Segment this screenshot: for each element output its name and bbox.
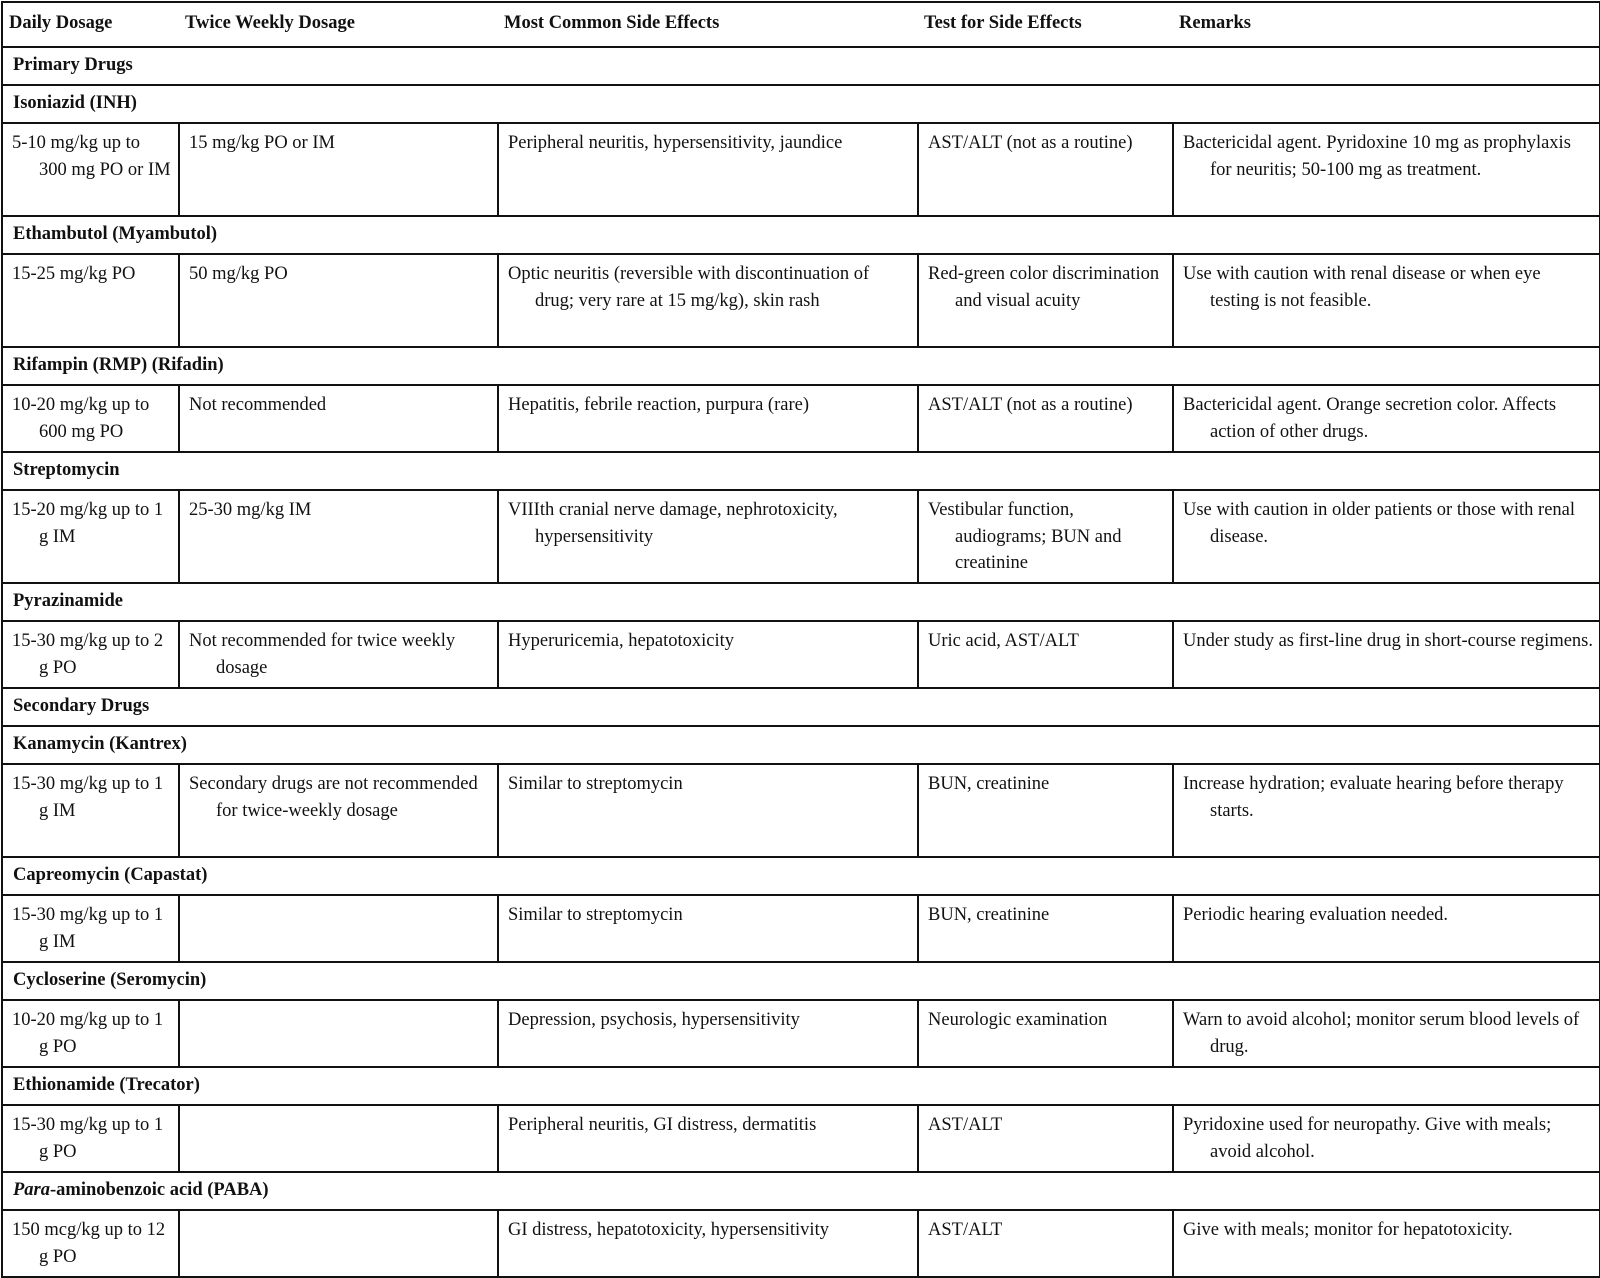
cell-side-effects: Similar to streptomycin [497,763,919,858]
cell-daily-dosage: 5-10 mg/kg up to 300 mg PO or IM [1,122,180,217]
table-row: 15-20 mg/kg up to 1 g IM 25-30 mg/kg IM VI… [1,489,1600,584]
drug-name: Para-aminobenzoic acid (PABA) [1,1171,1600,1211]
table-row: 15-30 mg/kg up to 2 g PO Not recommended … [1,620,1600,689]
cell-twice-weekly-dosage: 50 mg/kg PO [178,253,499,348]
table-row: 5-10 mg/kg up to 300 mg PO or IM 15 mg/kg… [1,122,1600,217]
cell-side-effects: Depression, psychosis, hypersensitivity [497,999,919,1068]
cell-daily-dosage: 15-20 mg/kg up to 1 g IM [1,489,180,584]
cell-twice-weekly-dosage: Not recommended [178,384,499,453]
drug-name-row: Kanamycin (Kantrex) [1,725,1600,765]
section-row: Secondary Drugs [1,687,1600,727]
cell-daily-dosage: 15-30 mg/kg up to 1 g IM [1,894,180,963]
drug-name: Kanamycin (Kantrex) [1,725,1600,765]
cell-daily-dosage: 15-30 mg/kg up to 2 g PO [1,620,180,689]
table-row: 15-30 mg/kg up to 1 g PO Peripheral neuri… [1,1104,1600,1173]
header-twice-weekly-dosage: Twice Weekly Dosage [179,1,498,48]
drug-name-italic: Para [13,1180,50,1200]
cell-test: AST/ALT (not as a routine) [917,122,1174,217]
cell-test: Uric acid, AST/ALT [917,620,1174,689]
cell-twice-weekly-dosage: 15 mg/kg PO or IM [178,122,499,217]
table-row: 15-30 mg/kg up to 1 g IM Similar to strep… [1,894,1600,963]
drug-name: Isoniazid (INH) [1,84,1600,124]
drug-name-row: Isoniazid (INH) [1,84,1600,124]
cell-side-effects: Peripheral neuritis, GI distress, dermat… [497,1104,919,1173]
drug-name: Streptomycin [1,451,1600,491]
cell-twice-weekly-dosage: Not recommended for twice weekly dosage [178,620,499,689]
cell-remarks: Under study as first-line drug in short-… [1172,620,1600,689]
table-row: 10-20 mg/kg up to 600 mg PO Not recommend… [1,384,1600,453]
header-remarks: Remarks [1173,1,1600,48]
cell-daily-dosage: 10-20 mg/kg up to 600 mg PO [1,384,180,453]
cell-daily-dosage: 10-20 mg/kg up to 1 g PO [1,999,180,1068]
cell-twice-weekly-dosage: Secondary drugs are not recommended for … [178,763,499,858]
cell-daily-dosage: 15-25 mg/kg PO [1,253,180,348]
drug-name: Ethionamide (Trecator) [1,1066,1600,1106]
cell-remarks: Give with meals; monitor for hepatotoxic… [1172,1209,1600,1278]
cell-test: Vestibular function, audiograms; BUN and… [917,489,1174,584]
drug-name-row: Rifampin (RMP) (Rifadin) [1,346,1600,386]
cell-test: Neurologic examination [917,999,1174,1068]
drug-name: Rifampin (RMP) (Rifadin) [1,346,1600,386]
header-side-effects: Most Common Side Effects [498,1,918,48]
cell-remarks: Periodic hearing evaluation needed. [1172,894,1600,963]
table-row: 15-30 mg/kg up to 1 g IM Secondary drugs … [1,763,1600,858]
cell-remarks: Pyridoxine used for neuropathy. Give wit… [1172,1104,1600,1173]
table-row: 10-20 mg/kg up to 1 g PO Depression, psyc… [1,999,1600,1068]
cell-test: Red-green color discrimination and visua… [917,253,1174,348]
cell-side-effects: Similar to streptomycin [497,894,919,963]
header-daily-dosage: Daily Dosage [1,1,179,48]
table-row: 15-25 mg/kg PO 50 mg/kg PO Optic neuritis … [1,253,1600,348]
cell-test: BUN, creatinine [917,894,1174,963]
cell-remarks: Bactericidal agent. Orange secretion col… [1172,384,1600,453]
section-label: Secondary Drugs [1,687,1600,727]
cell-test: AST/ALT (not as a routine) [917,384,1174,453]
cell-daily-dosage: 150 mcg/kg up to 12 g PO [1,1209,180,1278]
drug-name-row: Pyrazinamide [1,582,1600,622]
section-label: Primary Drugs [1,46,1600,86]
cell-side-effects: GI distress, hepatotoxicity, hypersensit… [497,1209,919,1278]
cell-side-effects: VIIIth cranial nerve damage, nephrotoxic… [497,489,919,584]
cell-side-effects: Hyperuricemia, hepatotoxicity [497,620,919,689]
drug-name-rest: -aminobenzoic acid (PABA) [50,1180,269,1200]
cell-side-effects: Optic neuritis (reversible with disconti… [497,253,919,348]
drug-name: Cycloserine (Seromycin) [1,961,1600,1001]
drug-name-row: Streptomycin [1,451,1600,491]
cell-remarks: Increase hydration; evaluate hearing bef… [1172,763,1600,858]
cell-twice-weekly-dosage [178,999,499,1068]
cell-test: AST/ALT [917,1209,1174,1278]
cell-daily-dosage: 15-30 mg/kg up to 1 g PO [1,1104,180,1173]
cell-side-effects: Peripheral neuritis, hypersensitivity, j… [497,122,919,217]
cell-twice-weekly-dosage [178,894,499,963]
drug-name-row: Ethionamide (Trecator) [1,1066,1600,1106]
cell-twice-weekly-dosage [178,1209,499,1278]
cell-remarks: Use with caution with renal disease or w… [1172,253,1600,348]
cell-test: AST/ALT [917,1104,1174,1173]
cell-remarks: Use with caution in older patients or th… [1172,489,1600,584]
table-row: 150 mcg/kg up to 12 g PO GI distress, hep… [1,1209,1600,1278]
drug-name: Ethambutol (Myambutol) [1,215,1600,255]
cell-remarks: Warn to avoid alcohol; monitor serum blo… [1172,999,1600,1068]
drug-name: Pyrazinamide [1,582,1600,622]
header-test: Test for Side Effects [918,1,1173,48]
section-row: Primary Drugs [1,46,1600,86]
drug-name: Capreomycin (Capastat) [1,856,1600,896]
cell-side-effects: Hepatitis, febrile reaction, purpura (ra… [497,384,919,453]
drug-name-row: Para-aminobenzoic acid (PABA) [1,1171,1600,1211]
cell-twice-weekly-dosage: 25-30 mg/kg IM [178,489,499,584]
drug-name-row: Capreomycin (Capastat) [1,856,1600,896]
cell-remarks: Bactericidal agent. Pyridoxine 10 mg as … [1172,122,1600,217]
header-row: Daily Dosage Twice Weekly Dosage Most Co… [1,1,1600,48]
table-body: Primary Drugs Isoniazid (INH) 5-10 mg/kg u… [1,46,1600,1278]
cell-daily-dosage: 15-30 mg/kg up to 1 g IM [1,763,180,858]
cell-test: BUN, creatinine [917,763,1174,858]
drug-name-row: Ethambutol (Myambutol) [1,215,1600,255]
drug-name-row: Cycloserine (Seromycin) [1,961,1600,1001]
cell-twice-weekly-dosage [178,1104,499,1173]
